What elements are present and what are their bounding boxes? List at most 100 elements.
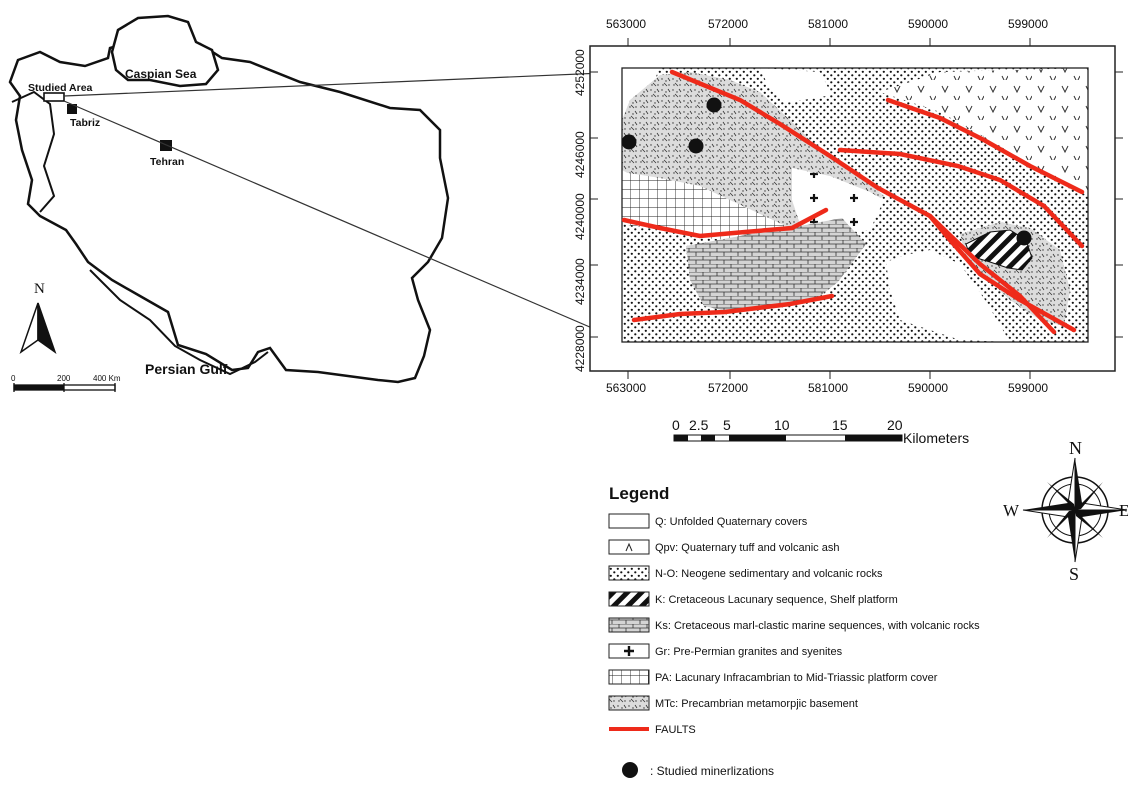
north-arrow-icon: N [19,281,57,354]
swatch-n-o [608,565,650,581]
legend: Legend Q: Unfolded Quaternary covers Qpv… [608,484,980,778]
legend-label-n-o: N-O: Neogene sedimentary and volcanic ro… [655,568,883,580]
iran-outline [8,42,450,384]
mineralization-point [688,138,704,154]
x-tick-bottom-0: 563000 [606,381,646,395]
gulf-coast-line [89,269,269,376]
x-tick-top-1: 572000 [708,17,748,31]
km-scale-label-5: 20 [887,417,903,433]
compass-s: S [1069,564,1079,584]
legend-label-qpv: Qpv: Quaternary tuff and volcanic ash [655,542,839,554]
iran-overview-map: Caspian Sea Studied Area Tabriz Tehran P… [8,14,628,392]
y-tick-3: 4234000 [573,258,587,305]
compass-w: W [1003,501,1020,520]
legend-label-faults: FAULTS [655,724,696,736]
mineralization-points [621,97,1032,246]
unit-q-north [760,68,832,103]
scale-label-400: 400 Km [93,374,121,383]
legend-item-q: Q: Unfolded Quaternary covers [608,513,808,529]
inner-border-line [11,90,56,213]
studied-area-box [43,92,65,102]
legend-title: Legend [609,484,669,503]
legend-item-k: K: Cretaceous Lacunary sequence, Shelf p… [608,591,898,607]
map-frame-inner [621,67,1089,343]
x-tick-top-3: 590000 [908,17,948,31]
y-tick-0: 4252000 [573,49,587,96]
legend-label-mineralization: : Studied minerlizations [650,764,774,778]
mineralization-point [1016,230,1032,246]
legend-item-mtc: MTc: Precambrian metamorpjic basement [608,695,858,711]
scale-label-0: 0 [11,374,16,383]
tehran-label: Tehran [150,156,184,168]
km-scale-bar: 0 2.5 5 10 15 20 Kilometers [672,417,969,446]
unit-pa [622,172,790,240]
x-tick-bottom-2: 581000 [808,381,848,395]
fault-5 [631,293,835,323]
km-scale-label-0: 0 [672,417,680,433]
x-axis-bottom: 563000 572000 581000 590000 599000 [606,371,1048,395]
legend-label-q: Q: Unfolded Quaternary covers [655,516,808,528]
swatch-k [608,591,650,607]
swatch-mineralization [622,762,638,778]
legend-label-mtc: MTc: Precambrian metamorpjic basement [655,698,858,710]
x-tick-bottom-4: 599000 [1008,381,1048,395]
geologic-map: 563000 572000 581000 590000 599000 56300… [573,17,1123,446]
swatch-pa [608,669,650,685]
tabriz-label: Tabriz [70,117,100,129]
fault-3 [837,147,1085,249]
legend-label-pa: PA: Lacunary Infracambrian to Mid-Triass… [655,672,938,684]
caspian-sea-outline [110,14,220,88]
unit-k [965,229,1033,271]
tabriz-marker [67,104,77,114]
caspian-sea-label: Caspian Sea [125,67,197,81]
legend-item-pa: PA: Lacunary Infracambrian to Mid-Triass… [608,669,938,685]
fault-2 [885,97,1085,195]
legend-label-k: K: Cretaceous Lacunary sequence, Shelf p… [655,594,898,606]
x-tick-bottom-1: 572000 [708,381,748,395]
swatch-qpv [608,539,650,555]
x-tick-top-2: 581000 [808,17,848,31]
fault-6 [927,213,1077,333]
legend-item-gr: Gr: Pre-Permian granites and syenites [608,643,843,659]
legend-item-faults: FAULTS [609,724,696,736]
legend-item-mineralization: : Studied minerlizations [622,762,774,778]
legend-item-qpv: Qpv: Quaternary tuff and volcanic ash [608,539,839,555]
swatch-q [608,513,650,529]
unit-ks [686,218,866,312]
y-tick-2: 4240000 [573,193,587,240]
legend-item-ks: Ks: Cretaceous marl-clastic marine seque… [608,617,980,633]
y-tick-4: 4228000 [573,325,587,372]
km-scale-label-3: 10 [774,417,790,433]
x-axis-top: 563000 572000 581000 590000 599000 [606,17,1048,46]
swatch-ks [608,617,650,633]
legend-item-n-o: N-O: Neogene sedimentary and volcanic ro… [608,565,883,581]
legend-label-ks: Ks: Cretaceous marl-clastic marine seque… [655,620,980,632]
x-tick-top-4: 599000 [1008,17,1048,31]
inset-connector-bottom [63,100,628,344]
scale-label-200: 200 [57,374,71,383]
legend-label-gr: Gr: Pre-Permian granites and syenites [655,646,843,658]
fault-4 [621,207,829,239]
compass-e: E [1119,501,1128,520]
fault-lines [621,69,1085,335]
north-arrow-label: N [34,281,45,297]
compass-rose-icon: N S W E [1003,438,1128,584]
compass-n: N [1069,438,1082,458]
km-scale-label-2: 5 [723,417,731,433]
mineralization-point [621,134,637,150]
x-tick-top-0: 563000 [606,17,646,31]
mineralization-point [706,97,722,113]
y-tick-1: 4246000 [573,131,587,178]
swatch-mtc [608,695,650,711]
tehran-marker [160,140,172,151]
y-axis-left: 4252000 4246000 4240000 4234000 4228000 [573,49,1123,372]
km-scale-label-1: 2.5 [689,417,709,433]
persian-gulf-label: Persian Gulf [145,361,228,377]
x-tick-bottom-3: 590000 [908,381,948,395]
km-scale-label-4: 15 [832,417,848,433]
unit-q-east [886,250,1010,342]
km-scale-unit: Kilometers [903,430,969,446]
inset-connector-top [63,71,627,97]
fault-1 [669,69,1057,335]
studied-area-label: Studied Area [28,82,93,94]
